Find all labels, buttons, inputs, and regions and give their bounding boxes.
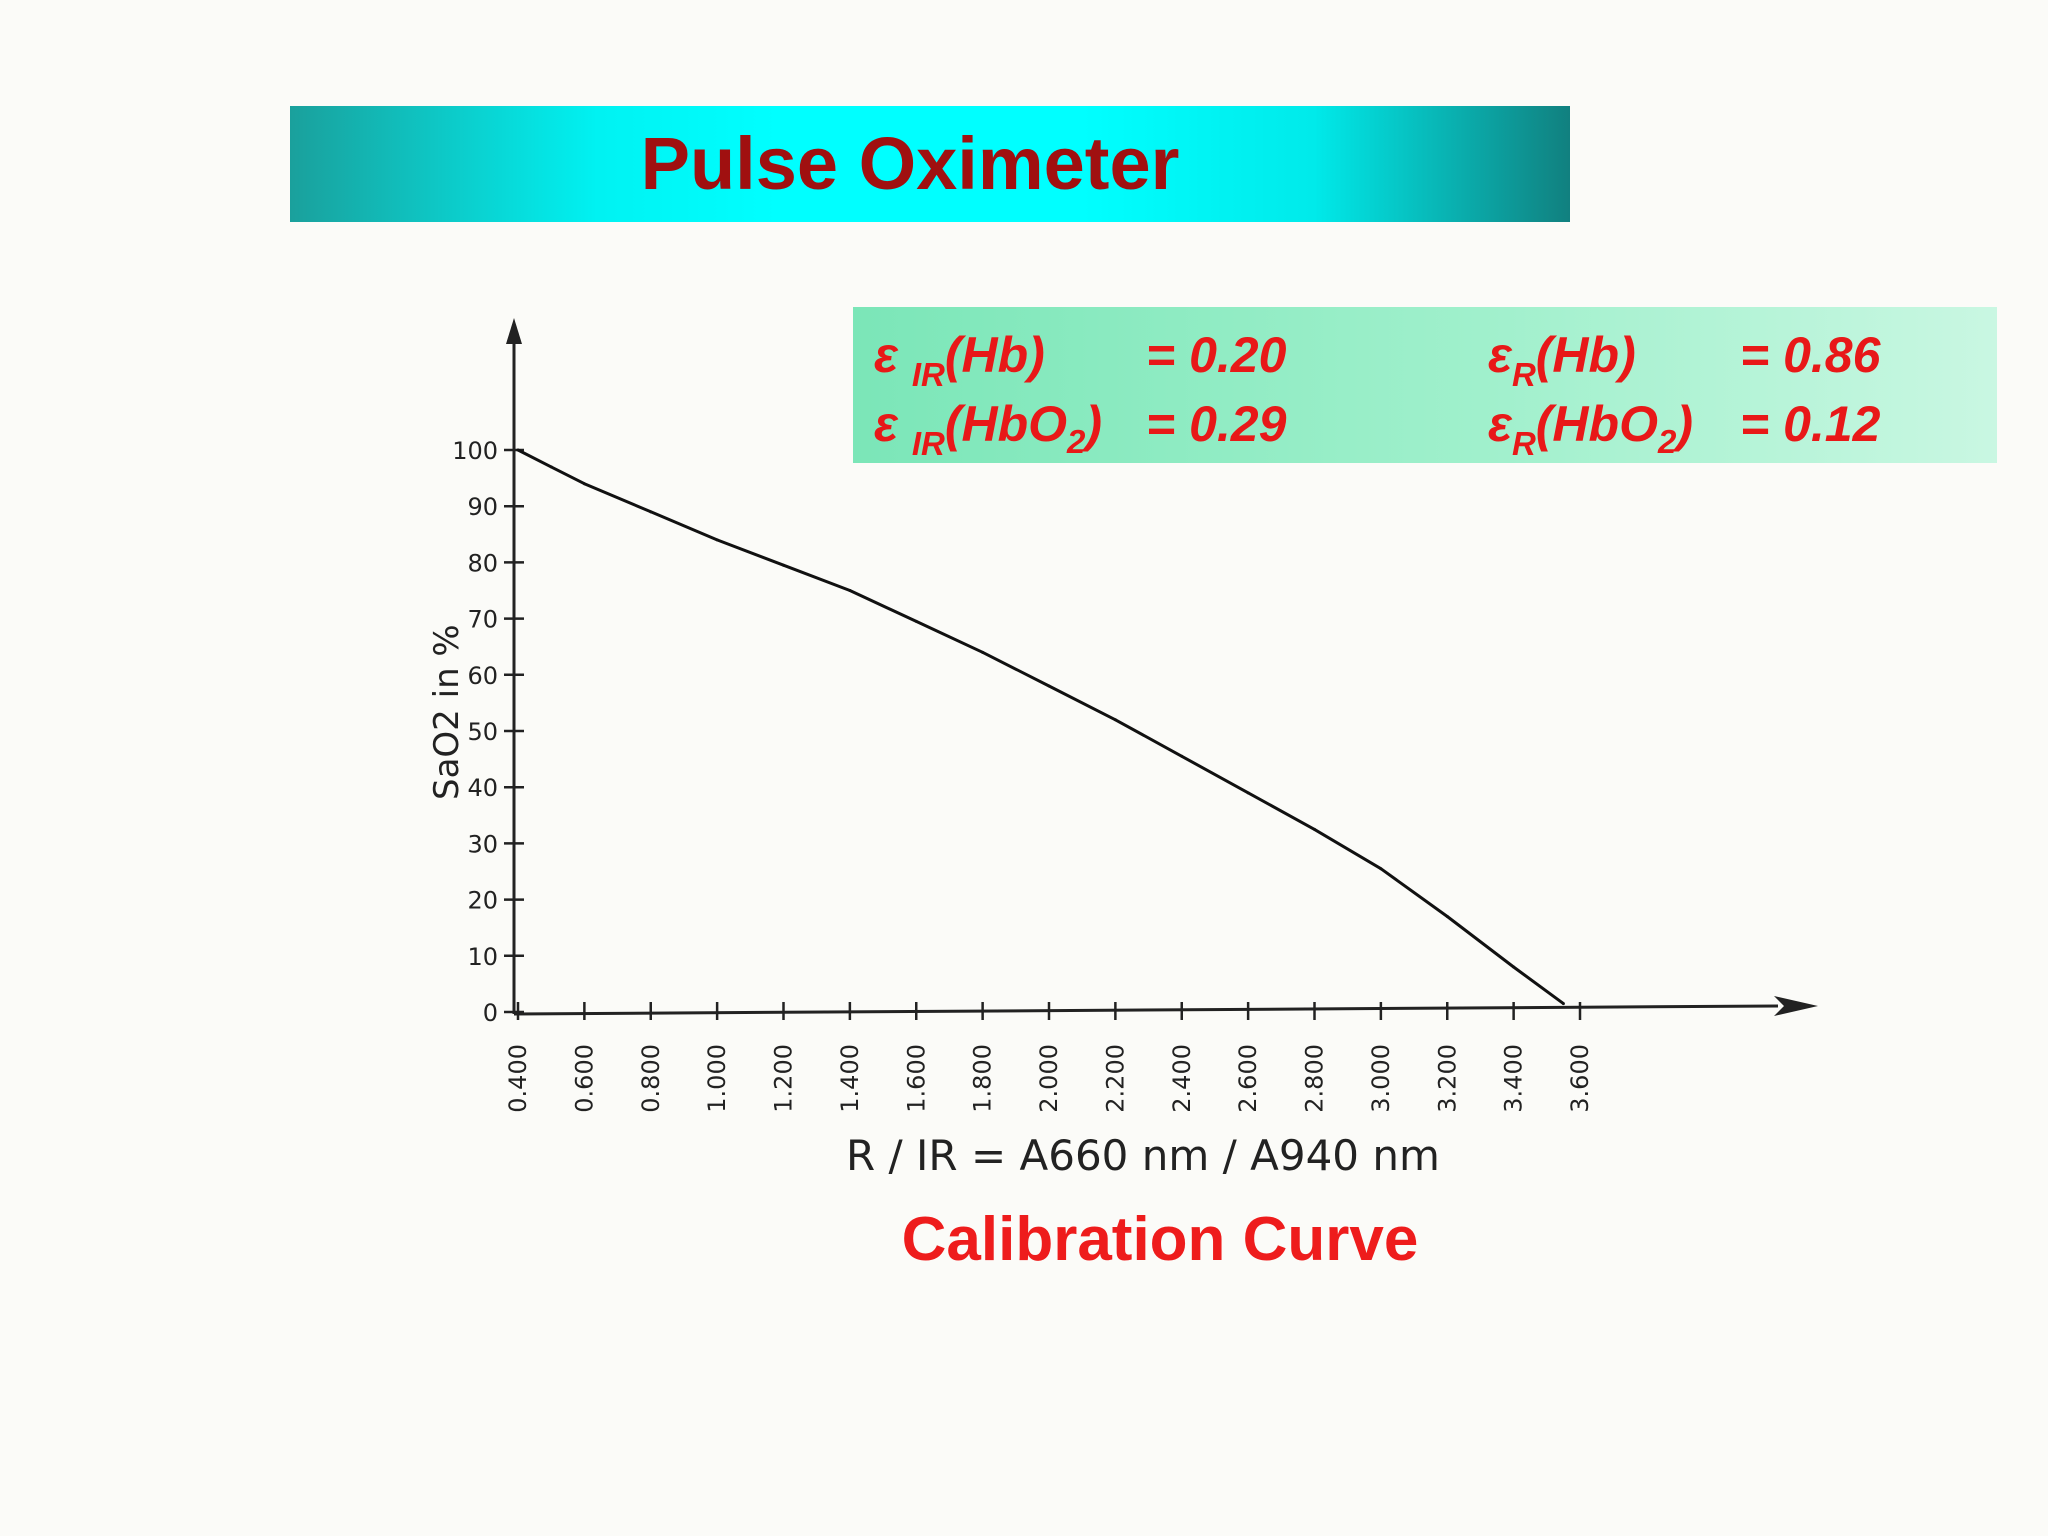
- x-tick-label: 2.000: [1035, 1044, 1063, 1113]
- curve-point: [1445, 914, 1449, 918]
- curve-point: [649, 510, 653, 514]
- curve-point: [782, 563, 785, 567]
- curve-point: [582, 482, 586, 486]
- x-axis-arrow: [1774, 996, 1818, 1016]
- x-tick-label: 0.400: [504, 1044, 532, 1113]
- x-tick-label: 3.200: [1433, 1044, 1461, 1113]
- slide-title: Pulse Oximeter: [640, 122, 1180, 205]
- coefficient-box: [853, 307, 1997, 463]
- curve-point: [1047, 684, 1051, 688]
- y-tick-label: 80: [467, 549, 498, 577]
- coef-ir-hb: ε IR(Hb) = 0.20: [874, 327, 1287, 393]
- y-tick-label: 90: [467, 493, 498, 521]
- coef-ir-hbo2-value: = 0.29: [1146, 396, 1287, 452]
- y-tick-label: 40: [467, 774, 498, 802]
- y-tick-label: 100: [452, 437, 498, 465]
- curve-point: [914, 619, 918, 623]
- x-tick-label: 3.600: [1566, 1044, 1594, 1113]
- curve-point: [1512, 965, 1516, 969]
- y-tick-label: 70: [467, 606, 498, 634]
- title-banner: Pulse Oximeter: [290, 106, 1570, 222]
- x-axis-label: R / IR = A660 nm / A940 nm: [846, 1131, 1440, 1180]
- x-tick-label: 2.400: [1168, 1044, 1196, 1113]
- x-tick-label: 0.800: [637, 1044, 665, 1113]
- chart-caption: Calibration Curve: [901, 1205, 1419, 1274]
- coef-ir-hb-value: = 0.20: [1146, 327, 1287, 383]
- y-tick-label: 0: [483, 999, 498, 1027]
- y-axis-label: SaO2 in %: [427, 624, 467, 800]
- curve-point: [1246, 791, 1250, 795]
- x-tick-label: 0.600: [570, 1044, 598, 1113]
- x-tick-label: 3.400: [1500, 1044, 1528, 1113]
- y-tick-label: 50: [467, 718, 498, 746]
- x-tick-label: 1.800: [969, 1044, 997, 1113]
- y-tick-label: 20: [467, 887, 498, 915]
- curve-point: [1561, 1002, 1565, 1006]
- curve-point: [549, 465, 553, 469]
- x-tick-label: 3.000: [1367, 1044, 1395, 1113]
- x-tick-label: 1.400: [836, 1044, 864, 1113]
- curve-point: [848, 589, 852, 592]
- calibration-curve-line: [517, 448, 1565, 1005]
- x-tick-label: 2.800: [1301, 1044, 1329, 1113]
- curve-point: [1180, 754, 1184, 758]
- curve-point: [516, 448, 520, 452]
- coef-r-hb-value: = 0.86: [1740, 327, 1881, 383]
- curve-point: [1313, 827, 1316, 831]
- x-axis-line: [513, 1004, 1779, 1016]
- x-tick-label: 2.200: [1101, 1044, 1129, 1113]
- x-tick-label: 1.200: [770, 1044, 798, 1113]
- y-tick-label: 30: [467, 830, 498, 858]
- y-tick-label: 10: [467, 943, 498, 971]
- x-tick-label: 1.000: [703, 1044, 731, 1113]
- y-axis-arrow: [506, 318, 522, 344]
- coef-r-hb: εR(Hb) = 0.86: [1488, 327, 1881, 393]
- coef-r-hbo2-value: = 0.12: [1740, 396, 1881, 452]
- curve-point: [715, 538, 719, 542]
- curve-point: [1379, 867, 1383, 871]
- curve-point: [981, 650, 985, 654]
- x-tick-label: 1.600: [902, 1044, 930, 1113]
- x-tick-label: 2.600: [1234, 1044, 1262, 1113]
- x-ticks: 0.400 0.600 0.800 1.000 1.200 1.400 1.600 1.800…: [504, 1002, 1594, 1113]
- y-ticks: 0 10 20 30 40 50 60 70 80 90 100: [452, 437, 524, 1027]
- coef-r-hbo2: εR(HbO2) = 0.12: [1488, 396, 1881, 462]
- curve-point: [1113, 718, 1117, 722]
- series-group: [516, 448, 1565, 1006]
- coef-ir-hbo2: ε IR(HbO2) = 0.29: [874, 396, 1287, 462]
- y-tick-label: 60: [467, 662, 498, 690]
